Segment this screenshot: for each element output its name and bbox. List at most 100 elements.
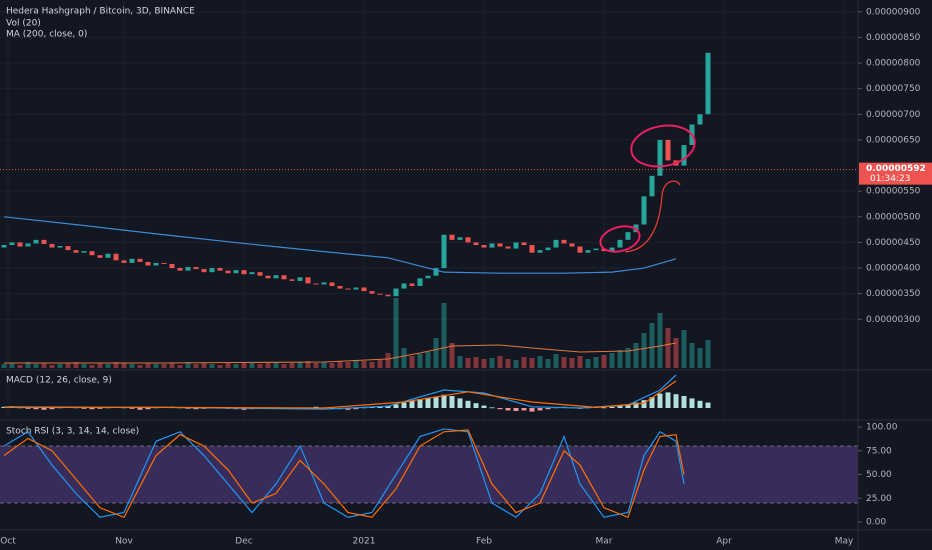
candle-body bbox=[241, 270, 247, 275]
y-tick-label: 0.00000800 bbox=[866, 59, 921, 69]
volume-bar bbox=[129, 364, 135, 368]
volume-bar bbox=[337, 361, 343, 368]
candle-body bbox=[425, 275, 431, 279]
candle-body bbox=[137, 258, 143, 262]
volume-bar bbox=[89, 365, 95, 368]
y-tick-label: 0.00000300 bbox=[866, 315, 921, 325]
candle-body bbox=[73, 250, 79, 253]
volume-bar bbox=[609, 353, 615, 368]
candle-body bbox=[473, 242, 479, 245]
candle-body bbox=[433, 268, 439, 276]
volume-bar bbox=[297, 362, 303, 368]
volume-bar bbox=[529, 358, 535, 368]
candle-body bbox=[113, 253, 119, 261]
macd-histogram bbox=[689, 398, 695, 408]
candle-body bbox=[217, 268, 223, 271]
macd-histogram bbox=[449, 396, 455, 408]
volume-bar bbox=[521, 357, 527, 368]
macd-histogram bbox=[393, 404, 399, 408]
volume-bar bbox=[361, 361, 367, 368]
candle-body bbox=[537, 250, 543, 253]
circle-annotation bbox=[599, 225, 641, 253]
macd-histogram bbox=[129, 408, 135, 409]
candle-body bbox=[665, 139, 671, 161]
volume-bar bbox=[441, 303, 447, 368]
macd-line bbox=[3, 374, 677, 410]
candle-body bbox=[89, 251, 95, 256]
volume-bar bbox=[57, 364, 63, 368]
x-tick-label: Feb bbox=[476, 537, 492, 547]
volume-bar bbox=[137, 365, 143, 368]
macd-histogram bbox=[193, 408, 199, 410]
y-tick-label: 0.00000650 bbox=[866, 135, 921, 145]
volume-bar bbox=[417, 354, 423, 368]
volume-bar bbox=[601, 355, 607, 368]
volume-bar bbox=[353, 360, 359, 368]
macd-histogram bbox=[513, 408, 519, 411]
volume-bar bbox=[409, 356, 415, 368]
volume-bar bbox=[481, 359, 487, 368]
candle-body bbox=[449, 234, 455, 240]
volume-bar bbox=[201, 363, 207, 368]
volume-bar bbox=[1, 364, 7, 368]
candle-body bbox=[417, 278, 423, 286]
volume-bar bbox=[545, 359, 551, 368]
candle-body bbox=[169, 263, 175, 269]
candle-body bbox=[289, 279, 295, 281]
candle-body bbox=[489, 243, 495, 248]
candle-body bbox=[697, 114, 703, 125]
volume-legend: Vol (20) bbox=[6, 19, 41, 29]
macd-histogram bbox=[521, 408, 527, 411]
macd-histogram bbox=[625, 404, 631, 408]
candle-body bbox=[393, 288, 399, 297]
macd-histogram bbox=[665, 392, 671, 408]
macd-legend: MACD (12, 26, close, 9) bbox=[6, 376, 112, 386]
x-tick-label: Apr bbox=[716, 537, 732, 547]
volume-bar bbox=[329, 363, 335, 368]
volume-bar bbox=[393, 298, 399, 368]
x-tick-label: Mar bbox=[596, 537, 613, 547]
volume-bar bbox=[689, 343, 695, 368]
macd-histogram bbox=[137, 408, 143, 410]
volume-bar bbox=[33, 364, 39, 368]
arrow-annotation bbox=[624, 180, 681, 253]
candle-body bbox=[41, 239, 47, 244]
macd-histogram bbox=[441, 394, 447, 408]
macd-histogram bbox=[505, 408, 511, 411]
macd-histogram bbox=[641, 400, 647, 408]
volume-bar bbox=[289, 363, 295, 368]
volume-bar bbox=[401, 348, 407, 368]
macd-histogram bbox=[473, 403, 479, 408]
macd-histogram bbox=[433, 396, 439, 408]
volume-bar bbox=[41, 363, 47, 368]
volume-bar bbox=[513, 360, 519, 368]
macd-histogram bbox=[649, 397, 655, 408]
candle-body bbox=[465, 237, 471, 243]
candle-body bbox=[281, 275, 287, 280]
candle-body bbox=[185, 267, 191, 271]
y-tick-label: 0.00 bbox=[866, 518, 886, 528]
volume-bar bbox=[73, 362, 79, 368]
volume-bar bbox=[9, 363, 15, 368]
macd-histogram bbox=[601, 407, 607, 409]
volume-bar bbox=[241, 362, 247, 368]
macd-histogram bbox=[617, 405, 623, 408]
macd-histogram bbox=[673, 394, 679, 408]
candle-body bbox=[9, 242, 15, 245]
volume-bar bbox=[105, 364, 111, 368]
macd-histogram bbox=[185, 408, 191, 409]
candle-body bbox=[593, 248, 599, 251]
volume-bar bbox=[153, 364, 159, 368]
volume-bar bbox=[505, 359, 511, 368]
candle-body bbox=[121, 260, 127, 263]
volume-bar bbox=[617, 350, 623, 368]
volume-bar bbox=[145, 363, 151, 368]
macd-histogram bbox=[145, 408, 151, 410]
candle-body bbox=[33, 239, 39, 244]
volume-ma-line bbox=[4, 342, 677, 364]
volume-bar bbox=[217, 365, 223, 368]
volume-bar bbox=[169, 363, 175, 368]
candle-body bbox=[313, 283, 319, 285]
candle-body bbox=[17, 242, 23, 247]
candle-body bbox=[273, 275, 279, 279]
